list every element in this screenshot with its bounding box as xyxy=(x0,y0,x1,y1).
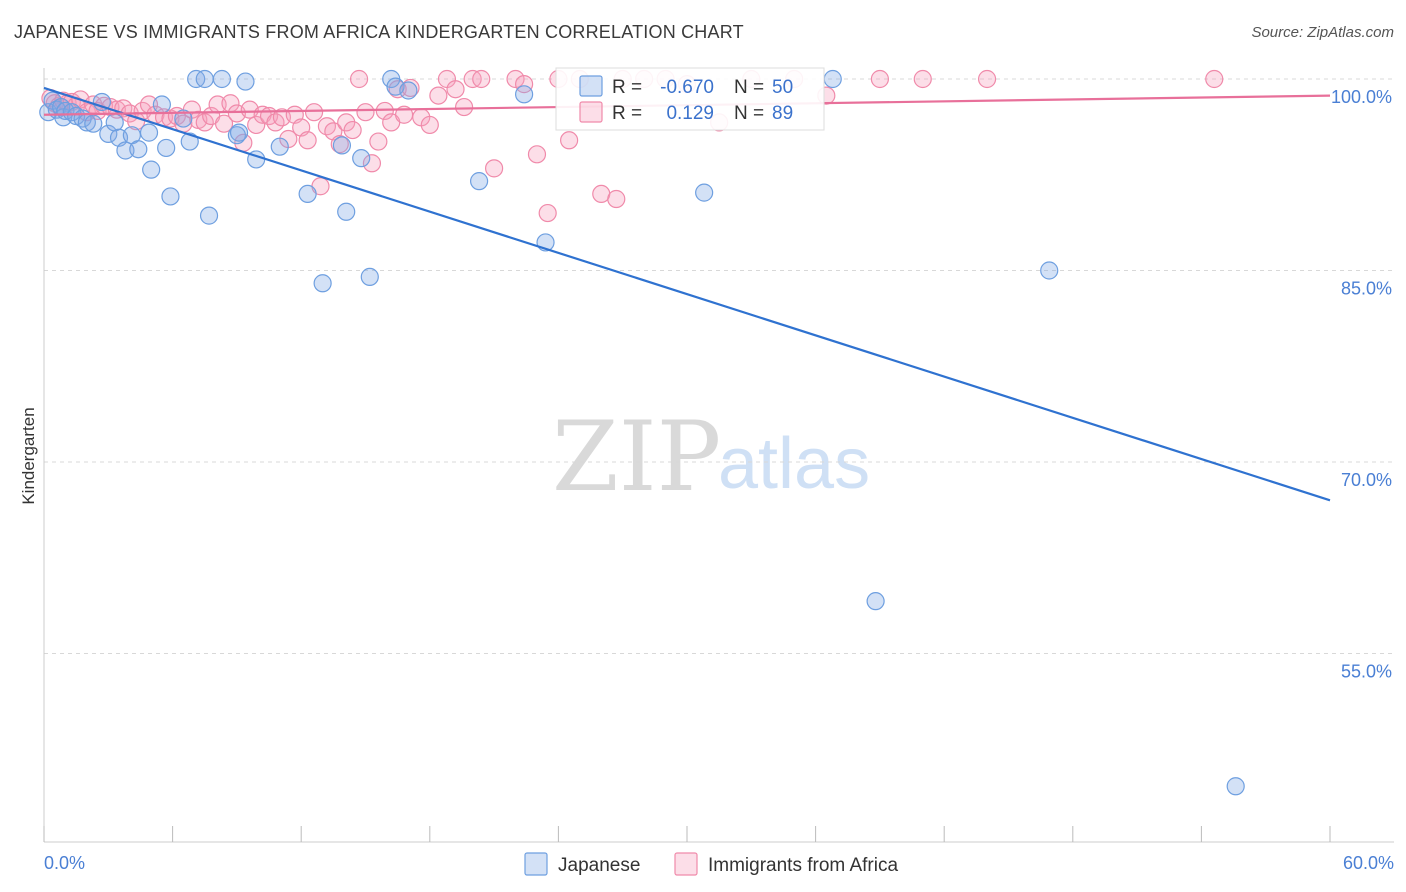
data-point-africa xyxy=(420,115,439,135)
data-point-africa xyxy=(1205,69,1224,89)
data-point-africa xyxy=(454,97,474,117)
legend-r-value-japanese: -0.670 xyxy=(660,77,714,98)
data-point-japanese xyxy=(469,172,489,191)
data-point-japanese xyxy=(298,184,317,203)
data-point-japanese xyxy=(161,187,180,206)
data-point-japanese xyxy=(695,183,714,202)
data-point-japanese xyxy=(515,85,534,104)
y-tick-label: 85.0% xyxy=(1341,279,1392,299)
data-point-japanese xyxy=(313,274,332,293)
trendline-japanese xyxy=(43,86,1331,502)
legend-r-label-japanese: R = xyxy=(612,77,642,98)
data-point-japanese xyxy=(152,95,171,114)
y-tick-label: 100.0% xyxy=(1331,87,1392,107)
data-point-japanese xyxy=(399,81,418,100)
data-point-japanese xyxy=(823,69,842,89)
stats-legend-frame xyxy=(555,67,825,131)
data-point-japanese xyxy=(199,206,219,225)
legend-r-label-africa: R = xyxy=(612,103,642,124)
data-point-africa xyxy=(369,132,388,151)
data-point-africa xyxy=(429,86,448,105)
data-point-japanese xyxy=(227,126,246,145)
y-tick-label: 70.0% xyxy=(1341,470,1392,490)
bottom-legend-africa: Immigrants from Africa xyxy=(708,855,898,876)
x-tick-label-max: 60.0% xyxy=(1343,853,1394,873)
data-point-japanese xyxy=(157,138,176,158)
data-point-japanese xyxy=(236,72,255,91)
data-point-japanese xyxy=(180,132,199,151)
legend-n-label-japanese: N = xyxy=(734,77,764,98)
x-tick-label-min: 0.0% xyxy=(44,853,85,873)
data-point-japanese xyxy=(105,113,124,132)
data-point-japanese xyxy=(360,267,379,286)
data-point-africa xyxy=(485,159,504,178)
data-point-japanese xyxy=(195,69,214,89)
axes xyxy=(43,68,1394,843)
data-point-japanese xyxy=(229,123,249,142)
source-label: Source: ZipAtlas.com xyxy=(1251,24,1394,41)
data-point-africa xyxy=(356,103,375,122)
data-point-japanese xyxy=(139,123,159,142)
data-point-africa xyxy=(607,189,626,209)
data-point-japanese xyxy=(99,124,118,143)
y-axis-label: Kindergarten xyxy=(19,407,38,504)
data-point-africa xyxy=(214,114,234,133)
y-tick-label: 55.0% xyxy=(1341,662,1392,682)
data-point-japanese xyxy=(129,140,148,159)
data-point-japanese xyxy=(270,137,289,156)
chart-title: JAPANESE VS IMMIGRANTS FROM AFRICA KINDE… xyxy=(14,22,744,42)
legend-r-value-africa: 0.129 xyxy=(666,103,714,124)
data-point-africa xyxy=(343,120,362,140)
legend-n-label-africa: N = xyxy=(734,103,764,124)
x-tick-labels: 0.0% 60.0% xyxy=(44,853,1394,873)
data-point-africa xyxy=(401,78,420,98)
data-point-africa xyxy=(304,103,324,122)
data-point-africa xyxy=(247,115,266,135)
data-point-japanese xyxy=(142,160,161,179)
data-point-africa xyxy=(527,145,547,164)
watermark-zip: ZIP xyxy=(552,401,721,513)
data-point-africa xyxy=(913,69,932,89)
data-point-japanese xyxy=(212,69,231,89)
data-point-japanese xyxy=(116,141,135,160)
series-legend: Japanese Immigrants from Africa xyxy=(524,852,898,876)
data-point-africa xyxy=(446,80,465,99)
data-point-africa xyxy=(298,131,317,150)
watermark-atlas: atlas xyxy=(718,424,870,504)
data-point-africa xyxy=(472,69,491,89)
data-point-africa xyxy=(349,69,369,89)
data-point-africa xyxy=(977,69,997,89)
data-point-japanese xyxy=(337,202,356,221)
data-point-japanese xyxy=(332,136,352,155)
data-point-japanese xyxy=(1226,777,1245,796)
data-point-japanese xyxy=(174,109,193,128)
watermark: ZIP atlas xyxy=(552,401,870,513)
gridlines xyxy=(44,78,1394,654)
data-point-africa xyxy=(870,69,890,89)
y-tick-labels: 100.0% 85.0% 70.0% 55.0% xyxy=(1331,87,1392,682)
data-point-africa xyxy=(515,75,534,94)
legend-n-value-africa: 89 xyxy=(772,103,793,124)
data-point-japanese xyxy=(84,114,103,133)
legend-swatch-africa xyxy=(579,101,603,123)
data-point-africa xyxy=(560,131,579,150)
data-point-japanese xyxy=(1040,261,1059,280)
data-point-africa xyxy=(506,69,525,89)
data-point-africa xyxy=(362,154,382,173)
bottom-legend-swatch-japanese xyxy=(524,852,548,876)
data-point-japanese xyxy=(352,149,371,168)
data-point-africa xyxy=(375,101,394,121)
stats-legend: R = -0.670 N = 50 R = 0.129 N = 89 xyxy=(555,67,825,131)
bottom-legend-swatch-africa xyxy=(674,852,698,876)
legend-swatch-japanese xyxy=(579,75,603,97)
data-point-japanese xyxy=(866,592,885,611)
series-japanese-points xyxy=(39,69,1245,796)
data-point-africa xyxy=(538,203,557,223)
bottom-legend-japanese: Japanese xyxy=(558,855,640,876)
legend-n-value-japanese: 50 xyxy=(772,77,793,98)
